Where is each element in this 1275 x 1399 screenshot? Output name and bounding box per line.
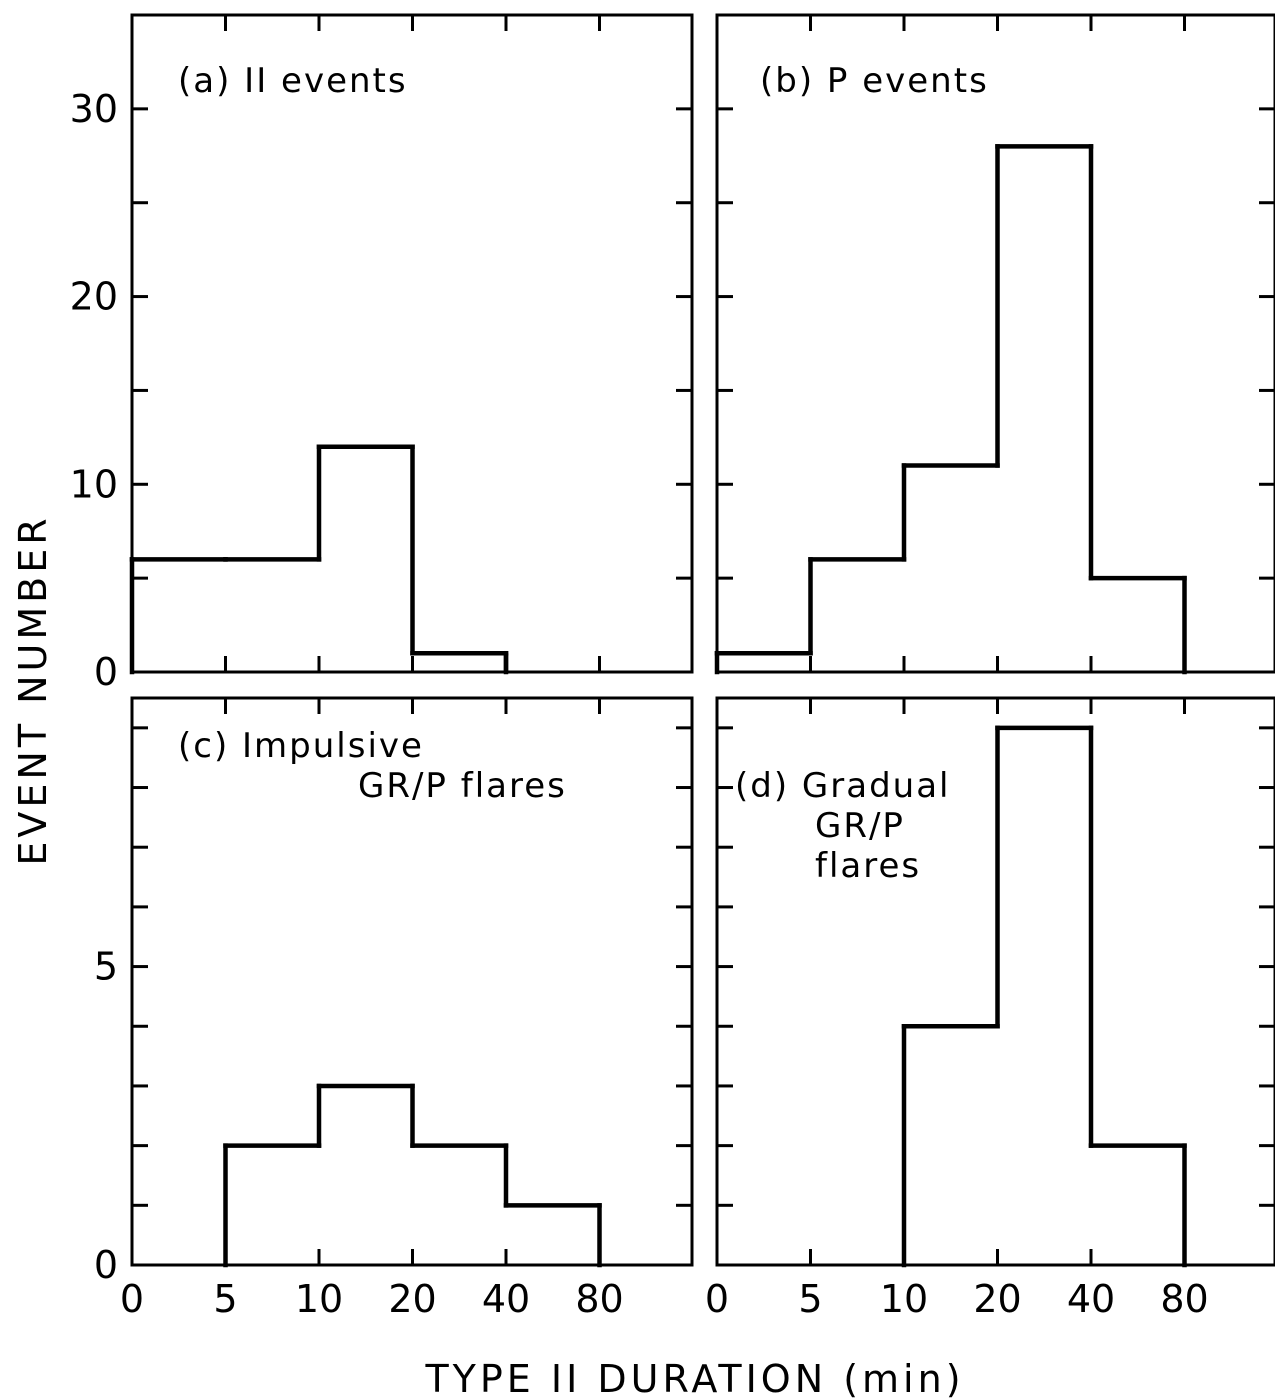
histogram-bar-20-40	[995, 725, 1094, 1029]
histogram-bar-5-10	[808, 557, 907, 656]
y-tick-label: 0	[94, 650, 118, 694]
panel-title: (c) Impulsive GR/P flares	[178, 726, 567, 806]
panel-b: (b) P events	[714, 13, 1275, 675]
x-tick-label: 0	[705, 1277, 729, 1321]
x-tick-label: 20	[388, 1277, 436, 1321]
panel-title: (b) P events	[760, 61, 989, 101]
histogram-bar-20-40	[410, 444, 509, 656]
x-tick-label: 5	[213, 1277, 237, 1321]
histogram-bar-10-20	[316, 1083, 415, 1148]
x-tick-label: 20	[973, 1277, 1021, 1321]
histogram-bar-20-40	[410, 1083, 509, 1148]
panel-c: 0 5 0 5 10 20 40 80 (c) Impulsive GR/P flares	[94, 696, 694, 1321]
histogram-bar-40-80	[1088, 725, 1187, 1268]
x-tick-label: 40	[482, 1277, 530, 1321]
panel-title-line: flares	[815, 846, 921, 886]
x-tick-label: 10	[880, 1277, 928, 1321]
histogram-bar-5-10	[223, 1143, 322, 1268]
histogram-bar-10-20	[316, 444, 415, 562]
x-tick-label: 5	[798, 1277, 822, 1321]
y-tick-label: 10	[70, 462, 118, 506]
y-tick-label: 5	[94, 945, 118, 989]
panel-title-line: GR/P flares	[358, 766, 567, 806]
histogram-bar-10-20	[901, 1024, 1000, 1268]
x-tick-label: 80	[575, 1277, 623, 1321]
panel-a: 0 10 20 30 (a) II events	[70, 13, 694, 694]
panel-title: (a) II events	[178, 61, 408, 101]
panel-title-line: (c) Impulsive	[178, 726, 424, 766]
x-tick-label: 0	[120, 1277, 144, 1321]
histogram-bar-40-80	[503, 1143, 602, 1268]
panel-title: (d) Gradual GR/P flares	[735, 766, 951, 886]
histogram-bar-40-80	[1088, 144, 1187, 675]
panel-d: 0 5 10 20 40 80 (d) Gradual GR/P flares	[705, 696, 1275, 1321]
histogram-bar-20-40	[995, 144, 1094, 468]
panel-title-line: (d) Gradual	[735, 766, 951, 806]
x-tick-label: 40	[1067, 1277, 1115, 1321]
y-tick-label: 0	[94, 1243, 118, 1287]
x-axis-label: TYPE II DURATION (min)	[424, 1357, 964, 1399]
histogram-bar-10-20	[901, 463, 1000, 562]
y-tick-label: 20	[70, 275, 118, 319]
histogram-bar-0-5	[714, 650, 813, 675]
panel-title-line: (a) II events	[178, 61, 408, 101]
histogram-bar-0-5	[129, 557, 228, 675]
panel-title-line: (b) P events	[760, 61, 989, 101]
y-tick-label: 30	[70, 87, 118, 131]
y-axis-label: EVENT NUMBER	[11, 514, 55, 865]
x-tick-label: 80	[1160, 1277, 1208, 1321]
x-tick-label: 10	[295, 1277, 343, 1321]
panel-title-line: GR/P	[815, 806, 905, 846]
